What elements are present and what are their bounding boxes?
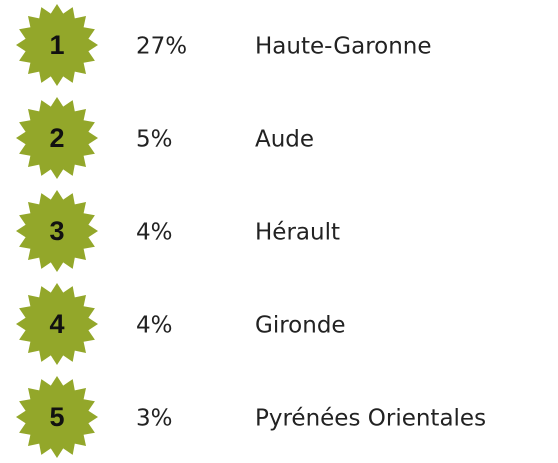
rank-badge (16, 4, 98, 86)
percent: 4% (136, 220, 173, 246)
rank-number: 5 (49, 402, 64, 432)
department-name: Aude (255, 127, 314, 153)
rank-number: 4 (49, 309, 64, 339)
rank-number: 3 (49, 216, 64, 246)
rank-number: 2 (49, 123, 64, 153)
percent: 27% (136, 34, 187, 60)
department-name: Haute-Garonne (255, 34, 432, 60)
department-name: Hérault (255, 220, 340, 246)
rank-badge (16, 190, 98, 272)
percent: 5% (136, 127, 173, 153)
rank-badge (16, 283, 98, 365)
rank-number: 1 (49, 30, 64, 60)
rank-badge (16, 376, 98, 458)
department-name: Pyrénées Orientales (255, 406, 486, 432)
department-name: Gironde (255, 313, 346, 339)
rank-badge (16, 97, 98, 179)
percent: 3% (136, 406, 173, 432)
percent: 4% (136, 313, 173, 339)
